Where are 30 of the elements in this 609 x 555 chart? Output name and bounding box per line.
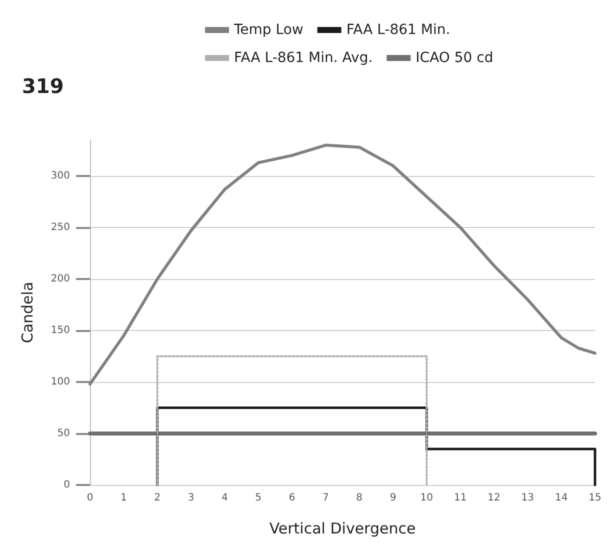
y-tick-label: 0: [64, 480, 70, 490]
y-axis-title: Candela: [18, 282, 36, 344]
x-tick-label: 1: [120, 492, 127, 504]
x-tick-label: 5: [255, 492, 262, 504]
x-tick-label: 2: [154, 492, 161, 504]
x-axis-title: Vertical Divergence: [269, 520, 416, 538]
y-tick-label: 200: [50, 274, 70, 285]
legend-label: ICAO 50 cd: [416, 50, 494, 66]
x-tick-label: 7: [322, 492, 329, 504]
y-tick-label: 300: [50, 170, 70, 182]
x-tick-label: 3: [188, 492, 194, 504]
x-tick-label: 10: [420, 492, 434, 504]
legend-label: Temp Low: [233, 22, 304, 38]
y-tick-label: 100: [50, 376, 70, 388]
y-tick-label: 50: [57, 428, 70, 440]
legend-label: FAA L-861 Min.: [346, 22, 450, 38]
x-tick-label: 13: [521, 492, 534, 504]
x-tick-label: 4: [221, 492, 228, 504]
x-tick-label: 9: [390, 492, 396, 504]
x-tick-label: 12: [488, 492, 500, 504]
y-tick-label: 150: [50, 325, 70, 336]
x-tick-label: 8: [356, 492, 363, 504]
x-tick-label: 14: [554, 492, 568, 504]
x-tick-label: 0: [86, 492, 94, 504]
x-tick-label: 6: [288, 492, 296, 504]
y-tick-label: 250: [50, 222, 70, 234]
x-tick-label: 15: [588, 492, 602, 504]
x-tick-label: 11: [454, 492, 467, 504]
text: 319: [22, 74, 64, 98]
legend-label: FAA L-861 Min. Avg.: [234, 50, 373, 66]
